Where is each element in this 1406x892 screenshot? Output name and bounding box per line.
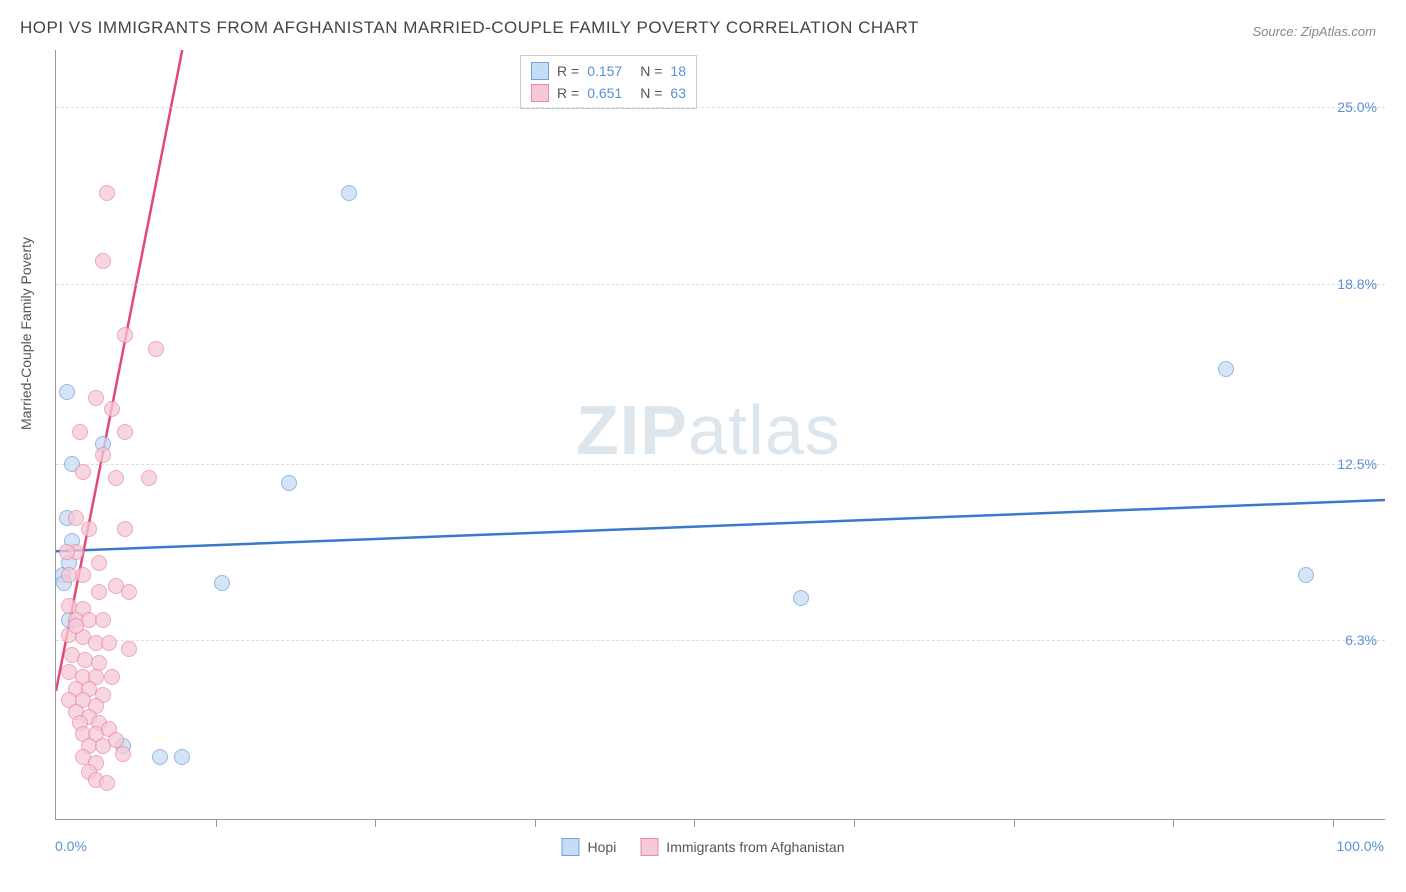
data-point <box>99 775 115 791</box>
x-tick <box>535 819 536 827</box>
watermark: ZIPatlas <box>576 390 841 470</box>
data-point <box>117 424 133 440</box>
legend-swatch <box>531 84 549 102</box>
data-point <box>121 641 137 657</box>
y-tick-label: 6.3% <box>1345 632 1377 648</box>
data-point <box>91 584 107 600</box>
data-point <box>59 384 75 400</box>
data-point <box>281 475 297 491</box>
legend-swatch <box>562 838 580 856</box>
x-tick <box>375 819 376 827</box>
data-point <box>95 447 111 463</box>
data-point <box>117 327 133 343</box>
data-point <box>75 464 91 480</box>
data-point <box>72 424 88 440</box>
data-point <box>68 618 84 634</box>
data-point <box>1298 567 1314 583</box>
data-point <box>104 669 120 685</box>
x-tick <box>1014 819 1015 827</box>
data-point <box>115 746 131 762</box>
data-point <box>104 401 120 417</box>
data-point <box>95 253 111 269</box>
data-point <box>91 555 107 571</box>
x-axis-min-label: 0.0% <box>55 838 87 854</box>
data-point <box>75 567 91 583</box>
legend-swatch <box>531 62 549 80</box>
data-point <box>141 470 157 486</box>
data-point <box>95 612 111 628</box>
gridline-h <box>56 107 1385 108</box>
data-point <box>1218 361 1234 377</box>
x-tick <box>216 819 217 827</box>
plot-area: ZIPatlas R = 0.157N = 18R = 0.651N = 63 … <box>55 50 1385 820</box>
data-point <box>101 635 117 651</box>
stats-row: R = 0.157N = 18 <box>531 60 686 82</box>
data-point <box>148 341 164 357</box>
data-point <box>121 584 137 600</box>
x-axis-max-label: 100.0% <box>1337 838 1384 854</box>
data-point <box>793 590 809 606</box>
gridline-h <box>56 284 1385 285</box>
data-point <box>88 390 104 406</box>
legend-item: Hopi <box>562 838 617 856</box>
y-tick-label: 12.5% <box>1337 456 1377 472</box>
gridline-h <box>56 464 1385 465</box>
stats-legend-box: R = 0.157N = 18R = 0.651N = 63 <box>520 55 697 109</box>
y-tick-label: 18.8% <box>1337 276 1377 292</box>
data-point <box>174 749 190 765</box>
data-point <box>214 575 230 591</box>
stats-row: R = 0.651N = 63 <box>531 82 686 104</box>
x-tick <box>1173 819 1174 827</box>
y-axis-label: Married-Couple Family Poverty <box>18 237 34 430</box>
trend-lines <box>56 50 1385 819</box>
data-point <box>81 521 97 537</box>
data-point <box>152 749 168 765</box>
gridline-h <box>56 640 1385 641</box>
data-point <box>341 185 357 201</box>
x-tick <box>1333 819 1334 827</box>
chart-title: HOPI VS IMMIGRANTS FROM AFGHANISTAN MARR… <box>20 18 919 38</box>
legend-swatch <box>640 838 658 856</box>
source-label: Source: ZipAtlas.com <box>1252 24 1376 39</box>
chart-container: HOPI VS IMMIGRANTS FROM AFGHANISTAN MARR… <box>0 0 1406 892</box>
y-tick-label: 25.0% <box>1337 99 1377 115</box>
source-name: ZipAtlas.com <box>1301 24 1376 39</box>
data-point <box>59 544 75 560</box>
data-point <box>117 521 133 537</box>
data-point <box>99 185 115 201</box>
x-tick <box>694 819 695 827</box>
data-point <box>68 510 84 526</box>
legend-item: Immigrants from Afghanistan <box>640 838 844 856</box>
x-tick <box>854 819 855 827</box>
data-point <box>108 470 124 486</box>
bottom-legend: Hopi Immigrants from Afghanistan <box>562 838 845 856</box>
